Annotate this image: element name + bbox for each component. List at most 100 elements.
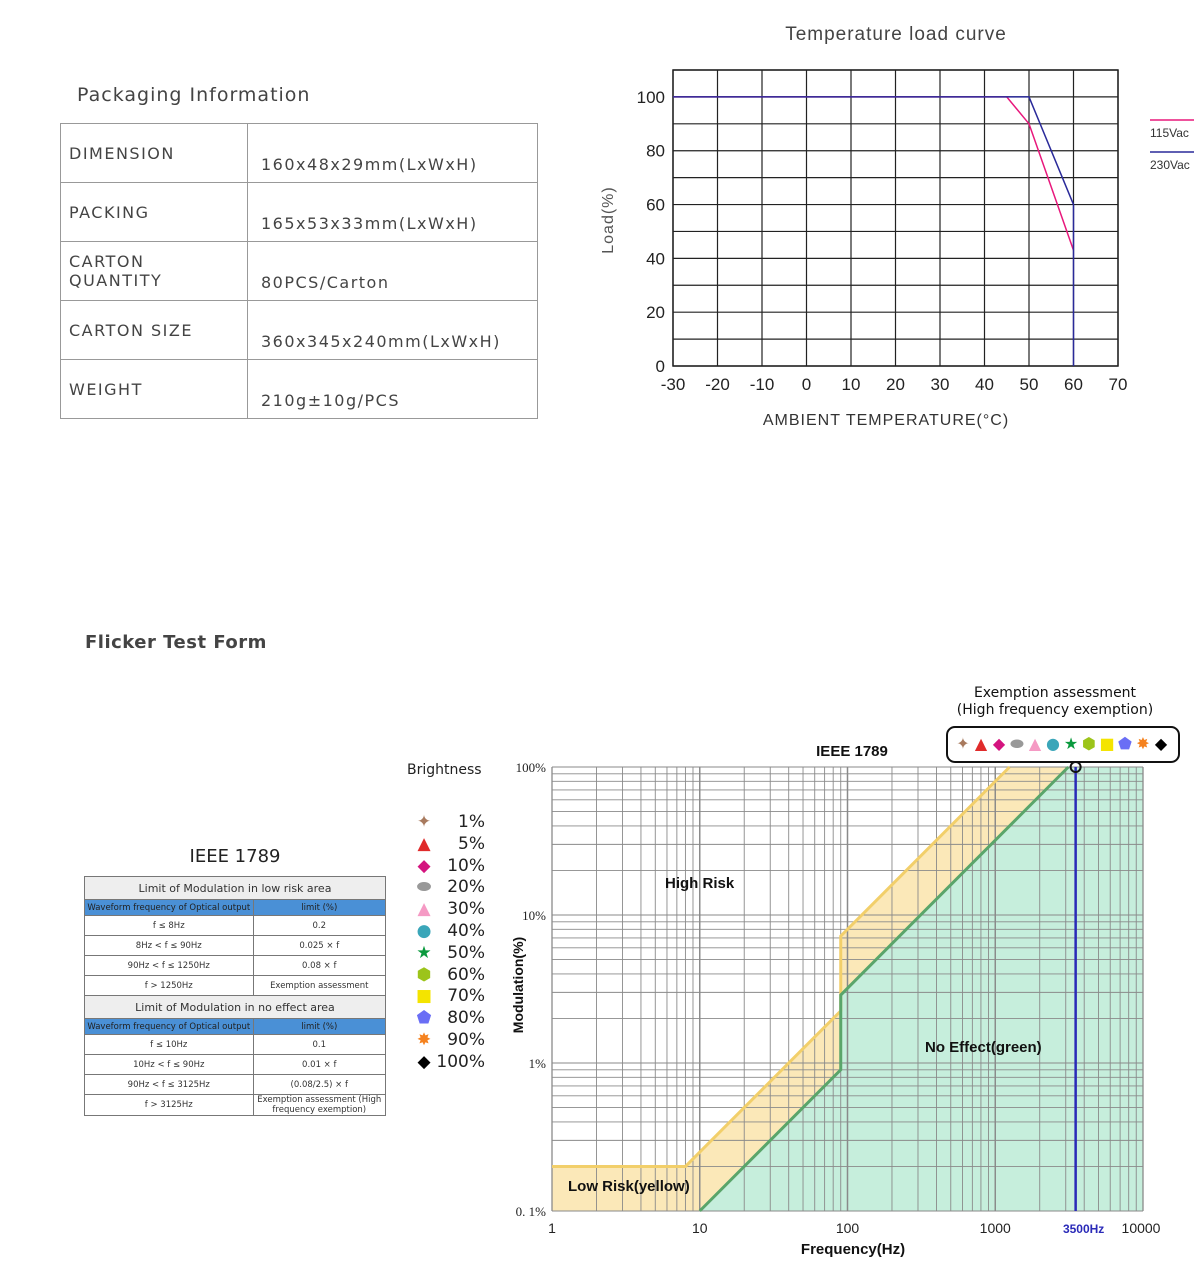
triangle-icon: ▲ (1028, 734, 1042, 753)
star-icon: ★ (416, 942, 432, 963)
packaging-table: DIMENSION 160x48x29mm(LxWxH) PACKING 165x53… (60, 123, 538, 419)
x-axis-label: Frequency(Hz) (801, 1241, 905, 1258)
packaging-value: 210g±10g/PCS (247, 359, 538, 419)
series-line-230Vac (673, 96, 1075, 366)
diamond-icon: ◆ (1154, 734, 1168, 753)
brightness-item: ◆ 100% (412, 1052, 487, 1074)
diamond-icon: ◆ (417, 855, 431, 876)
square-icon: ■ (1099, 734, 1115, 753)
y-tick-label: 80 (646, 142, 665, 161)
chart-title: IEEE 1789 (816, 743, 888, 760)
circle-icon: ● (1046, 734, 1060, 753)
section-heading-row: Limit of Modulation in low risk area (84, 876, 386, 900)
x-tick-label: 20 (886, 375, 905, 394)
header-row: Waveform frequency of Optical output limi… (84, 899, 387, 916)
brightness-label: 40% (447, 921, 485, 941)
x-tick-label: 60 (1064, 375, 1083, 394)
x-tick-label: -10 (750, 375, 775, 394)
brightness-title: Brightness (407, 762, 482, 778)
brightness-item: ✦ 1% (412, 812, 487, 834)
exemption-line1: Exemption assessment (973, 685, 1137, 701)
table-row: f > 1250Hz Exemption assessment (84, 975, 387, 996)
temperature-load-chart: Temperature load curve -30 -20 -10 0 10 20 30 40… (600, 24, 1194, 429)
y-tick-label: 20 (646, 303, 665, 322)
ieee-limit-table: Limit of Modulation in low risk area Wave… (84, 876, 387, 1116)
x-axis-label: AMBIENT TEMPERATURE(°C) (763, 412, 1009, 429)
brightness-item: ⬟ 80% (412, 1008, 487, 1030)
limit-cell: Exemption assessment (High frequency exe… (252, 1094, 387, 1116)
exemption-symbols-box: ✦ ▲ ◆ ⬬ ▲ ● ★ ⬢ ■ ⬟ ✸ ◆ (946, 726, 1180, 763)
packaging-row: WEIGHT 210g±10g/PCS (60, 359, 538, 419)
packaging-row: CARTON SIZE 360x345x240mm(LxWxH) (60, 300, 538, 360)
hexagon-icon: ⬢ (416, 964, 432, 985)
brightness-item: ◆ 10% (412, 856, 487, 878)
y-tick-label: 0. 1% (516, 1204, 547, 1219)
brightness-label: 20% (447, 877, 485, 898)
y-tick-label: 40 (646, 249, 665, 268)
x-tick-label: 30 (931, 375, 950, 394)
no-effect-label: No Effect(green) (925, 1039, 1042, 1056)
brightness-label: 5% (458, 833, 485, 854)
packaging-title: Packaging Information (77, 84, 311, 106)
packaging-value: 165x53x33mm(LxWxH) (247, 182, 538, 242)
x-tick-label: 10000 (1122, 1220, 1161, 1236)
star-icon: ★ (1063, 734, 1079, 753)
packaging-label: CARTON QUANTITY (60, 241, 248, 301)
table-row: 90Hz < f ≤ 3125Hz (0.08/2.5) × f (84, 1074, 387, 1095)
packaging-row: DIMENSION 160x48x29mm(LxWxH) (60, 123, 538, 183)
triangle-icon: ▲ (417, 833, 431, 854)
packaging-label: DIMENSION (60, 123, 248, 183)
brightness-item: ▲ 30% (412, 899, 487, 921)
packaging-label: CARTON SIZE (60, 300, 248, 360)
marker-circle (1069, 761, 1082, 773)
exemption-title: Exemption assessment (High frequency exe… (945, 685, 1165, 719)
x-tick-label: 100 (836, 1220, 860, 1236)
ellipse-icon: ⬬ (1010, 734, 1024, 753)
brightness-label: 30% (447, 899, 485, 920)
ieee-table-title: IEEE 1789 (189, 846, 281, 867)
brightness-label: 60% (447, 964, 485, 985)
triangle-icon: ▲ (417, 899, 431, 920)
brightness-label: 90% (447, 1030, 485, 1050)
plot-frame (672, 69, 1119, 367)
brightness-item: ⬢ 60% (412, 965, 487, 987)
x-tick-label: 1000 (980, 1220, 1011, 1236)
header-row: Waveform frequency of Optical output limi… (84, 1018, 387, 1035)
four-point-star-icon: ✦ (416, 812, 432, 832)
x-tick-label: 1 (548, 1220, 556, 1236)
table-row: 90Hz < f ≤ 1250Hz 0.08 × f (84, 955, 387, 976)
hexagon-icon: ⬢ (1082, 734, 1096, 753)
pentagon-icon: ⬟ (416, 1008, 432, 1029)
series-line-115Vac (673, 96, 1075, 251)
column-header: Waveform frequency of Optical output (84, 899, 254, 916)
exemption-line2: (High frequency exemption) (956, 702, 1154, 718)
brightness-label: 50% (447, 942, 485, 963)
brightness-item: ⬬ 20% (412, 877, 487, 899)
table-row: f > 3125Hz Exemption assessment (High fre… (84, 1094, 387, 1116)
brightness-label: 10% (447, 855, 485, 876)
diamond-icon: ◆ (417, 1051, 431, 1072)
y-tick-label: 0 (656, 357, 665, 376)
packaging-value: 160x48x29mm(LxWxH) (247, 123, 538, 183)
triangle-icon: ▲ (974, 734, 988, 753)
y-axis-label: Load(%) (600, 186, 617, 253)
brightness-label: 1% (458, 812, 485, 832)
x-tick-label: -20 (705, 375, 730, 394)
table-row: 8Hz < f ≤ 90Hz 0.025 × f (84, 935, 387, 956)
flicker-chart: IEEE 1789 3500Hz 1 10 100 1000 10000 0. 1% 1% 10%… (510, 743, 1161, 1258)
brightness-label: 80% (447, 1008, 485, 1029)
y-tick-label: 60 (646, 196, 665, 215)
low-risk-label: Low Risk(yellow) (568, 1178, 690, 1195)
brightness-item: ✸ 90% (412, 1030, 487, 1052)
brightness-label: 100% (436, 1051, 485, 1072)
packaging-row: CARTON QUANTITY 80PCS/Carton (60, 241, 538, 301)
brightness-item: ● 40% (412, 921, 487, 943)
no-effect-boundary (698, 765, 1070, 1213)
marker-label: 3500Hz (1063, 1222, 1104, 1236)
burst-star-icon: ✸ (1136, 734, 1150, 753)
y-tick-label: 10% (522, 908, 546, 923)
legend-label: 230Vac (1150, 158, 1190, 172)
brightness-item: ★ 50% (412, 943, 487, 965)
brightness-item: ■ 70% (412, 986, 487, 1008)
ellipse-icon: ⬬ (416, 877, 432, 898)
